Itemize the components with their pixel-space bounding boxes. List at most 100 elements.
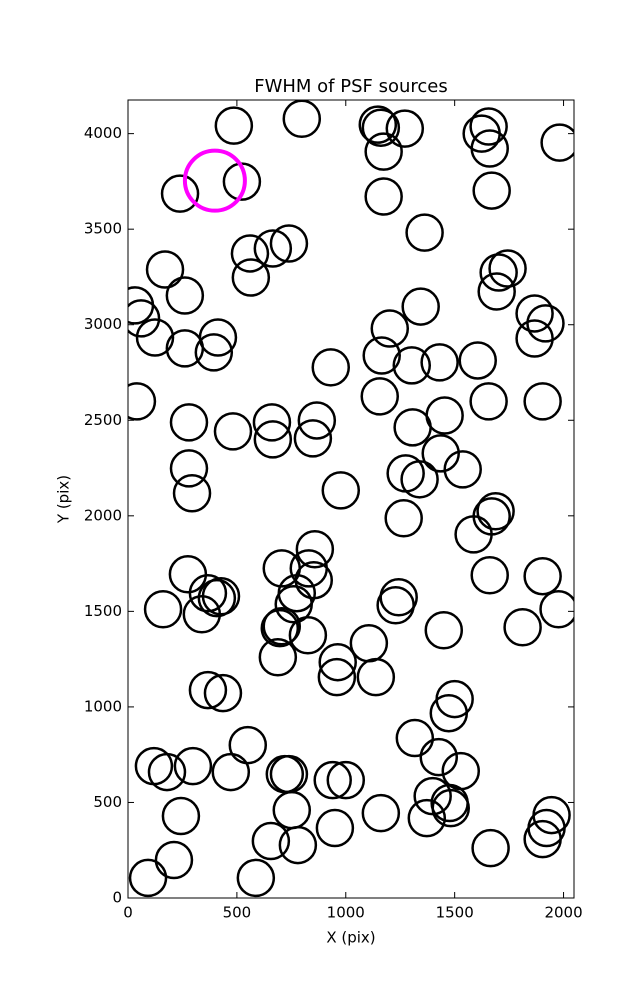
source-circle (392, 346, 432, 385)
source-circle (169, 449, 209, 488)
source-circle (160, 174, 200, 213)
source-circle (168, 555, 208, 594)
source-circle (362, 336, 401, 375)
source-circle (265, 754, 305, 794)
source-circle (311, 348, 350, 387)
source-circle (128, 286, 155, 325)
source-circle (395, 718, 435, 758)
source-circle (385, 109, 425, 148)
source-circle (165, 276, 205, 315)
source-circle (231, 258, 271, 297)
x-axis-label: X (pix) (326, 929, 375, 947)
source-circle (407, 798, 447, 838)
y-tick-label: 0 (112, 889, 122, 907)
source-circle (211, 752, 251, 792)
source-circle (429, 693, 469, 733)
source-circle (458, 341, 497, 380)
source-circle (472, 497, 511, 536)
source-circle (269, 754, 309, 794)
source-circle (317, 657, 357, 697)
source-circle (214, 106, 254, 145)
source-circle (477, 272, 516, 311)
x-tick-label: 1000 (327, 904, 365, 922)
source-circle (469, 107, 508, 146)
plot-frame (127, 99, 575, 899)
source-circle (135, 318, 175, 357)
source-circle (188, 573, 228, 613)
source-circle (172, 474, 212, 513)
source-circle (361, 108, 401, 147)
source-circle (431, 788, 470, 828)
source-circle (364, 132, 403, 171)
source-circle (213, 412, 253, 451)
source-circle (230, 234, 270, 273)
source-circle (470, 555, 509, 595)
source-circle (272, 790, 312, 830)
source-circle (128, 299, 161, 338)
source-circle (169, 403, 209, 442)
source-circle (488, 249, 527, 288)
source-circle (400, 460, 439, 499)
source-circle (188, 670, 228, 710)
source-circle (161, 796, 201, 836)
source-circle (420, 343, 459, 382)
source-circle (370, 309, 410, 348)
y-tick-label: 4000 (84, 124, 122, 142)
source-circle (419, 737, 459, 777)
source-circle (443, 450, 482, 489)
source-circle (515, 319, 554, 358)
y-tick-label: 500 (93, 793, 122, 811)
source-circle (401, 287, 440, 326)
source-circle (384, 499, 423, 538)
source-circle (297, 401, 337, 440)
source-circle (315, 808, 355, 848)
source-circle (198, 318, 238, 357)
source-circle (128, 382, 157, 421)
y-axis-label: Y (pix) (55, 475, 73, 524)
source-circle (425, 396, 464, 435)
source-circle (253, 420, 293, 459)
source-circle (128, 858, 168, 898)
source-circle (145, 250, 185, 289)
plot-area (128, 100, 574, 898)
y-tick-label: 1000 (84, 697, 122, 715)
source-circle (147, 752, 187, 792)
source-circle (358, 105, 398, 144)
source-circle (282, 100, 322, 138)
source-circle (173, 746, 213, 786)
source-circle (376, 585, 415, 625)
source-circle (523, 819, 562, 859)
source-circle (364, 177, 403, 216)
source-circle (318, 642, 357, 682)
source-circle (278, 825, 318, 865)
source-circle (471, 828, 510, 868)
source-circle (523, 382, 562, 421)
source-circle (228, 725, 268, 765)
source-circle (258, 637, 298, 677)
x-tick-label: 1500 (436, 904, 474, 922)
source-circle (203, 673, 243, 713)
x-tick-label: 2000 (544, 904, 582, 922)
y-tick-label: 1500 (84, 602, 122, 620)
source-circle (393, 408, 432, 447)
source-circle (349, 624, 389, 663)
source-circle (251, 821, 291, 861)
source-circle (361, 793, 401, 833)
source-circle (503, 607, 542, 647)
source-circle (523, 556, 562, 596)
source-circle (143, 590, 183, 629)
source-circle (154, 840, 194, 880)
chart-title: FWHM of PSF sources (254, 76, 448, 97)
y-tick-label: 3000 (84, 315, 122, 333)
source-circle (288, 615, 328, 655)
source-circle (527, 808, 566, 848)
source-circle (260, 608, 300, 648)
source-circle (313, 760, 352, 800)
source-circle (269, 224, 309, 263)
source-circle (197, 578, 237, 618)
x-tick-label: 500 (223, 904, 252, 922)
source-circle (469, 382, 508, 421)
source-circle (356, 657, 396, 697)
